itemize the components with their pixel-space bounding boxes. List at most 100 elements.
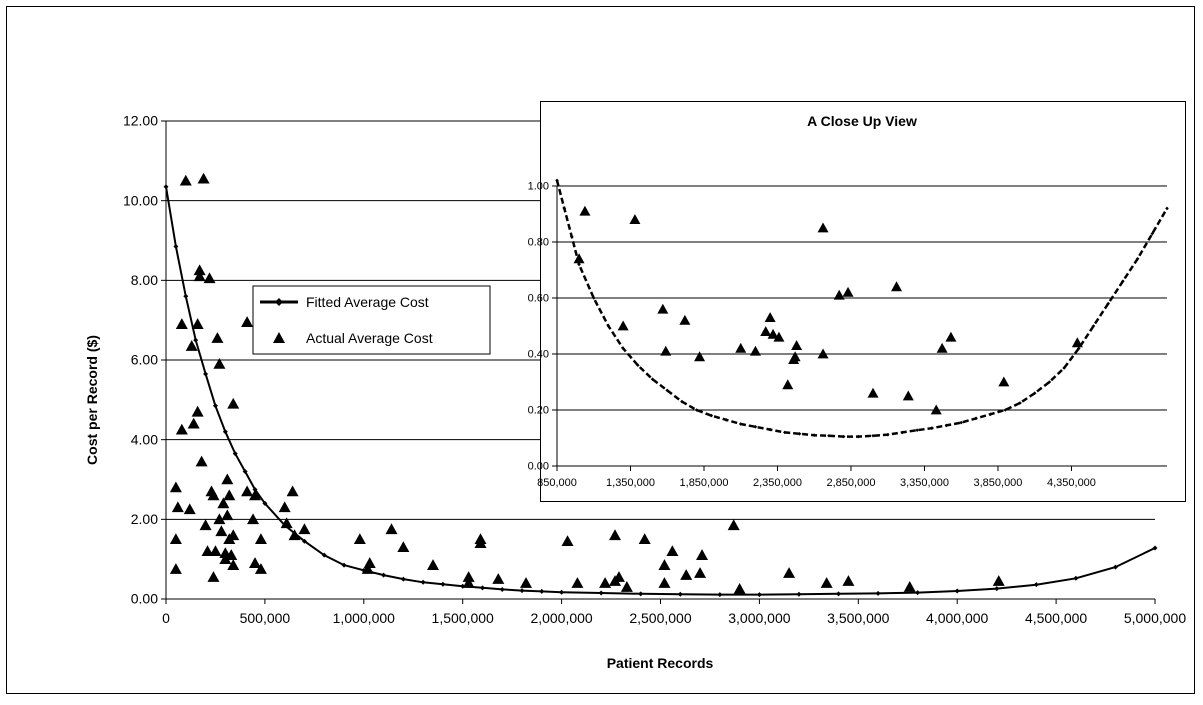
actual-point — [169, 533, 182, 545]
actual-point — [227, 529, 240, 541]
fitted-point — [841, 434, 846, 439]
actual-point — [286, 485, 299, 497]
actual-point — [867, 387, 879, 398]
fitted-point — [944, 423, 949, 428]
x-tick-label: 2,500,000 — [629, 610, 691, 626]
x-tick-label: 500,000 — [240, 610, 291, 626]
fitted-point — [871, 433, 875, 438]
legend-actual-label: Actual Average Cost — [306, 330, 433, 346]
y-tick-label: 12.00 — [123, 113, 158, 129]
actual-point — [930, 404, 942, 415]
actual-point — [213, 513, 226, 525]
fitted-point — [242, 469, 248, 475]
actual-point — [241, 485, 254, 497]
fitted-point — [974, 416, 978, 421]
fitted-point — [665, 388, 670, 393]
fitted-point — [915, 428, 919, 432]
actual-point — [992, 575, 1005, 586]
fitted-point — [479, 585, 485, 591]
fitted-point — [694, 408, 699, 412]
fitted-point — [885, 432, 890, 437]
actual-point — [842, 286, 854, 297]
fitted-point — [381, 572, 387, 578]
fitted-point — [709, 413, 714, 418]
x-axis-title: Patient Records — [607, 655, 714, 671]
fitted-point — [959, 420, 964, 425]
actual-point — [617, 320, 629, 331]
fitted-point — [900, 430, 905, 435]
x-tick-label: 1,350,000 — [606, 477, 655, 489]
actual-point — [842, 575, 855, 586]
fitted-point — [321, 552, 327, 558]
actual-point — [227, 397, 240, 409]
actual-point — [397, 541, 410, 553]
fitted-point — [341, 562, 347, 568]
actual-point — [187, 417, 200, 429]
actual-point — [361, 563, 374, 574]
actual-point — [609, 529, 622, 541]
inset-x-tick-labels: 850,000 1,350,000 1,850,000 2,350,000 2,850,… — [537, 477, 1096, 489]
fitted-point — [1091, 324, 1096, 328]
actual-point — [891, 281, 903, 292]
legend: Fitted Average Cost Actual Average Cost — [252, 285, 491, 355]
fitted-point — [994, 586, 1000, 592]
actual-point — [199, 519, 212, 531]
actual-point — [820, 577, 833, 588]
fitted-point — [222, 429, 228, 435]
fitted-point — [440, 581, 446, 587]
y-tick-label: 8.00 — [131, 272, 158, 288]
inset-y-tick-labels: 0.00 0.20 0.40 0.60 0.80 1.00 — [528, 181, 549, 473]
fitted-point — [783, 430, 787, 435]
actual-point — [193, 270, 206, 282]
fitted-point — [768, 427, 772, 432]
actual-point — [207, 571, 220, 582]
actual-point — [1071, 337, 1083, 348]
actual-point — [789, 351, 801, 362]
fitted-point — [193, 337, 199, 343]
actual-point — [767, 328, 779, 339]
fitted-point — [756, 592, 762, 598]
actual-point — [492, 573, 505, 584]
x-tick-label: 3,500,000 — [827, 610, 889, 626]
actual-point — [385, 523, 398, 535]
actual-point — [462, 571, 475, 582]
fitted-point — [875, 590, 881, 596]
x-tick-label: 3,850,000 — [973, 477, 1022, 489]
legend-fitted-marker — [275, 298, 283, 306]
main-fitted-series — [163, 184, 1158, 598]
fitted-point — [262, 500, 268, 506]
fitted-point — [796, 591, 802, 597]
actual-point — [733, 583, 746, 594]
actual-point — [215, 525, 228, 537]
fitted-point — [1165, 206, 1169, 211]
actual-point — [945, 331, 957, 342]
fitted-point — [836, 591, 842, 597]
fitted-point — [232, 451, 238, 457]
actual-point — [280, 517, 293, 529]
actual-point — [638, 533, 651, 545]
fitted-point — [203, 371, 209, 377]
actual-point — [193, 264, 206, 276]
actual-point — [696, 549, 709, 560]
inset-chart: A Close Up View 0.00 0.20 0.40 0.60 0.80 1.00… — [528, 101, 1186, 502]
legend-fitted-label: Fitted Average Cost — [306, 294, 429, 310]
actual-point — [353, 533, 366, 545]
fitted-point — [400, 576, 406, 582]
actual-point — [783, 567, 796, 578]
actual-point — [254, 533, 267, 545]
actual-point — [227, 559, 240, 570]
actual-point — [201, 545, 214, 556]
fitted-point — [519, 588, 525, 594]
fitted-point — [724, 418, 728, 422]
legend-box — [252, 285, 491, 355]
actual-point — [579, 205, 591, 216]
x-tick-label: 1,850,000 — [680, 477, 729, 489]
actual-point — [833, 289, 845, 300]
fitted-point — [606, 324, 611, 328]
actual-point — [209, 545, 222, 556]
actual-point — [211, 332, 224, 343]
x-tick-label: 2,850,000 — [827, 477, 876, 489]
fitted-point — [915, 590, 921, 596]
fitted-point — [1047, 380, 1052, 384]
actual-point — [169, 563, 182, 574]
